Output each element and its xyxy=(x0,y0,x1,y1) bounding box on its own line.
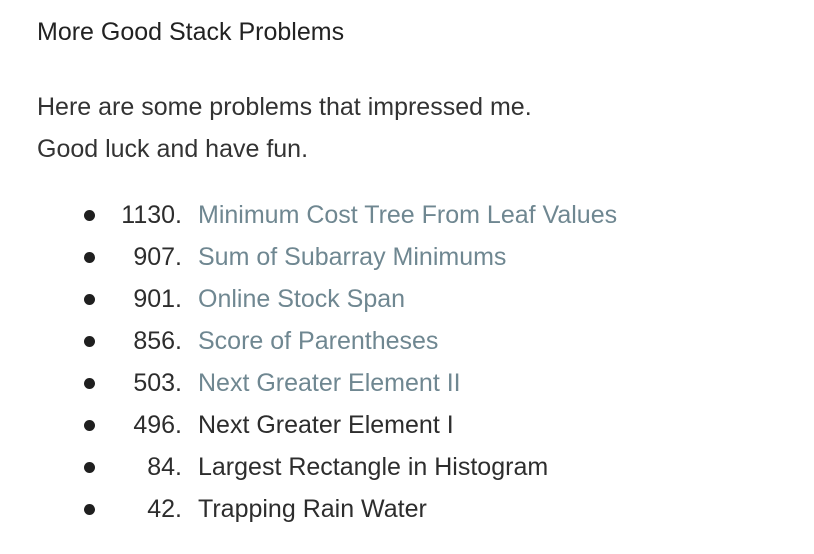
problem-list: 1130. Minimum Cost Tree From Leaf Values… xyxy=(78,194,617,530)
list-item: 496. Next Greater Element I xyxy=(78,404,617,446)
problem-link-907[interactable]: Sum of Subarray Minimums xyxy=(198,242,507,271)
intro-line-2: Good luck and have fun. xyxy=(37,135,309,163)
bullet-icon xyxy=(78,335,106,347)
list-item: 84. Largest Rectangle in Histogram xyxy=(78,446,617,488)
bullet-icon xyxy=(78,209,106,221)
problem-number: 84. xyxy=(147,452,182,481)
problem-link-901[interactable]: Online Stock Span xyxy=(198,284,406,313)
list-item: 503. Next Greater Element II xyxy=(78,362,617,404)
problem-number: 901. xyxy=(133,284,182,313)
problem-number: 856. xyxy=(133,326,182,355)
problem-link-503[interactable]: Next Greater Element II xyxy=(198,368,461,397)
bullet-icon xyxy=(78,293,106,305)
problem-title-84: Largest Rectangle in Histogram xyxy=(198,452,549,481)
problem-number: 42. xyxy=(147,494,182,523)
bullet-icon xyxy=(78,377,106,389)
problem-number: 1130. xyxy=(121,200,182,229)
problem-number: 503. xyxy=(133,368,182,397)
list-item: 901. Online Stock Span xyxy=(78,278,617,320)
bullet-icon xyxy=(78,461,106,473)
intro-text: Here are some problems that impressed me… xyxy=(37,86,532,170)
bullet-icon xyxy=(78,251,106,263)
problem-number: 496. xyxy=(133,410,182,439)
problem-title-42: Trapping Rain Water xyxy=(198,494,427,523)
list-item: 856. Score of Parentheses xyxy=(78,320,617,362)
bullet-icon xyxy=(78,503,106,515)
problem-number: 907. xyxy=(133,242,182,271)
bullet-icon xyxy=(78,419,106,431)
problem-link-856[interactable]: Score of Parentheses xyxy=(198,326,439,355)
page-title: More Good Stack Problems xyxy=(37,18,345,46)
intro-line-1: Here are some problems that impressed me… xyxy=(37,93,532,121)
list-item: 1130. Minimum Cost Tree From Leaf Values xyxy=(78,194,617,236)
problem-link-1130[interactable]: Minimum Cost Tree From Leaf Values xyxy=(198,200,618,229)
list-item: 907. Sum of Subarray Minimums xyxy=(78,236,617,278)
list-item: 42. Trapping Rain Water xyxy=(78,488,617,530)
problem-title-496: Next Greater Element I xyxy=(198,410,454,439)
